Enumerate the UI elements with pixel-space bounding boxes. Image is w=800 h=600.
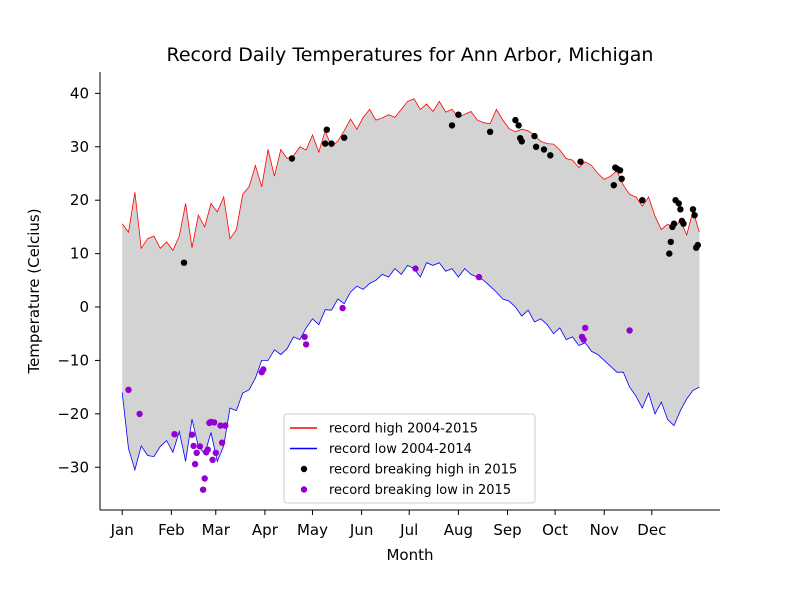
x-tick-label-1: Feb xyxy=(158,521,185,539)
series-points xyxy=(125,111,701,493)
series-3-point-30 xyxy=(626,327,633,334)
series-2-point-27 xyxy=(670,220,678,227)
x-ticks: Jan Feb Mar Apr May Jun Jul Aug Sep Oct Nov Dec xyxy=(110,510,666,539)
series-3-point-19 xyxy=(222,422,229,429)
legend: record high 2004-2015 record low 2004-201… xyxy=(283,413,536,504)
series-2-point-8 xyxy=(486,128,494,135)
series-3-point-28 xyxy=(580,336,587,343)
chart-title: Record Daily Temperatures for Ann Arbor,… xyxy=(167,44,654,66)
x-tick-label-9: Oct xyxy=(542,521,568,539)
series-3-point-15 xyxy=(211,419,218,426)
legend-swatch-2 xyxy=(300,465,308,473)
series-2-point-3 xyxy=(323,126,330,133)
series-3-point-18 xyxy=(218,439,226,446)
series-2-point-29 xyxy=(675,200,682,207)
series-2-point-17 xyxy=(577,158,584,165)
series-2-point-22 xyxy=(618,175,625,182)
series-2-point-0 xyxy=(180,259,188,266)
x-tick-label-10: Nov xyxy=(590,521,619,539)
series-0-line xyxy=(121,98,700,252)
series-3-point-14 xyxy=(209,456,216,463)
series-lines xyxy=(121,98,700,472)
series-2-point-10 xyxy=(515,122,522,129)
y-tick-label-6: 30 xyxy=(70,138,89,156)
legend-frame xyxy=(283,413,536,504)
series-3-point-0 xyxy=(125,386,132,393)
series-3-point-26 xyxy=(475,273,483,281)
series-2-point-9 xyxy=(512,116,519,124)
y-tick-label-2: −10 xyxy=(57,351,89,369)
series-2-point-14 xyxy=(532,143,540,150)
series-2-point-32 xyxy=(680,220,687,227)
series-3-point-4 xyxy=(190,442,197,450)
series-3-point-29 xyxy=(582,324,589,332)
series-2-point-5 xyxy=(341,134,348,141)
series-2-point-23 xyxy=(639,197,646,204)
series-3-point-24 xyxy=(339,304,346,312)
plot-area xyxy=(121,98,701,493)
y-tick-label-0: −30 xyxy=(57,458,89,476)
series-3-point-25 xyxy=(412,265,419,272)
y-tick-label-3: 0 xyxy=(79,298,89,316)
series-3-point-7 xyxy=(196,443,204,450)
legend-entries: record high 2004-2015 record low 2004-201… xyxy=(290,422,517,498)
series-2-point-4 xyxy=(328,140,335,147)
series-2-point-34 xyxy=(691,212,698,219)
series-3-point-5 xyxy=(191,460,199,468)
series-3-point-6 xyxy=(193,449,200,456)
series-2-point-7 xyxy=(455,111,462,118)
series-2-point-13 xyxy=(531,132,538,140)
legend-label-2: record breaking high in 2015 xyxy=(329,463,517,478)
x-tick-label-11: Dec xyxy=(637,521,666,539)
series-3-point-16 xyxy=(212,449,219,456)
series-3-point-2 xyxy=(171,431,178,438)
y-tick-label-7: 40 xyxy=(70,84,89,102)
legend-label-1: record low 2004-2014 xyxy=(329,442,472,457)
x-tick-label-6: Jul xyxy=(399,521,418,539)
series-2-point-24 xyxy=(666,250,673,257)
y-tick-label-5: 20 xyxy=(70,191,89,209)
series-2-point-2 xyxy=(322,140,329,147)
series-3-point-9 xyxy=(201,475,208,482)
series-2-point-15 xyxy=(540,146,548,153)
series-2-point-12 xyxy=(518,138,525,145)
series-3-point-23 xyxy=(302,341,310,348)
series-2-point-36 xyxy=(694,241,701,249)
series-3-point-3 xyxy=(188,431,196,438)
series-3-point-11 xyxy=(204,446,211,453)
x-tick-label-5: Jun xyxy=(349,521,373,539)
x-axis-label: Month xyxy=(386,546,433,564)
x-tick-label-0: Jan xyxy=(110,521,134,539)
legend-label-0: record high 2004-2015 xyxy=(329,422,478,437)
fill-between-area xyxy=(122,98,700,470)
legend-swatch-3 xyxy=(300,486,308,493)
x-tick-label-3: Apr xyxy=(252,521,279,539)
series-2-point-1 xyxy=(288,155,296,162)
series-2-point-30 xyxy=(677,206,684,213)
x-tick-label-4: May xyxy=(297,521,328,539)
series-3-point-21 xyxy=(260,366,267,373)
series-3-point-17 xyxy=(217,422,224,429)
series-2-point-6 xyxy=(448,122,456,129)
series-2-point-16 xyxy=(547,152,554,159)
series-2-point-21 xyxy=(616,167,624,174)
y-axis-label: Temperature (Celcius) xyxy=(25,208,43,374)
y-tick-label-1: −20 xyxy=(57,405,89,423)
y-tick-label-4: 10 xyxy=(70,245,89,263)
series-2-point-25 xyxy=(667,238,674,246)
x-tick-label-2: Mar xyxy=(202,521,231,539)
legend-label-3: record breaking low in 2015 xyxy=(329,483,511,498)
x-tick-label-7: Aug xyxy=(444,521,473,539)
series-2-point-33 xyxy=(689,206,697,213)
series-2-point-18 xyxy=(610,182,617,189)
y-ticks: −30 −20 −10 0 10 20 30 40 xyxy=(57,84,100,476)
series-1-line xyxy=(121,262,700,472)
series-3-point-1 xyxy=(136,410,143,418)
x-tick-label-8: Sep xyxy=(493,521,521,539)
series-3-point-22 xyxy=(301,333,308,341)
series-3-point-8 xyxy=(199,486,207,493)
